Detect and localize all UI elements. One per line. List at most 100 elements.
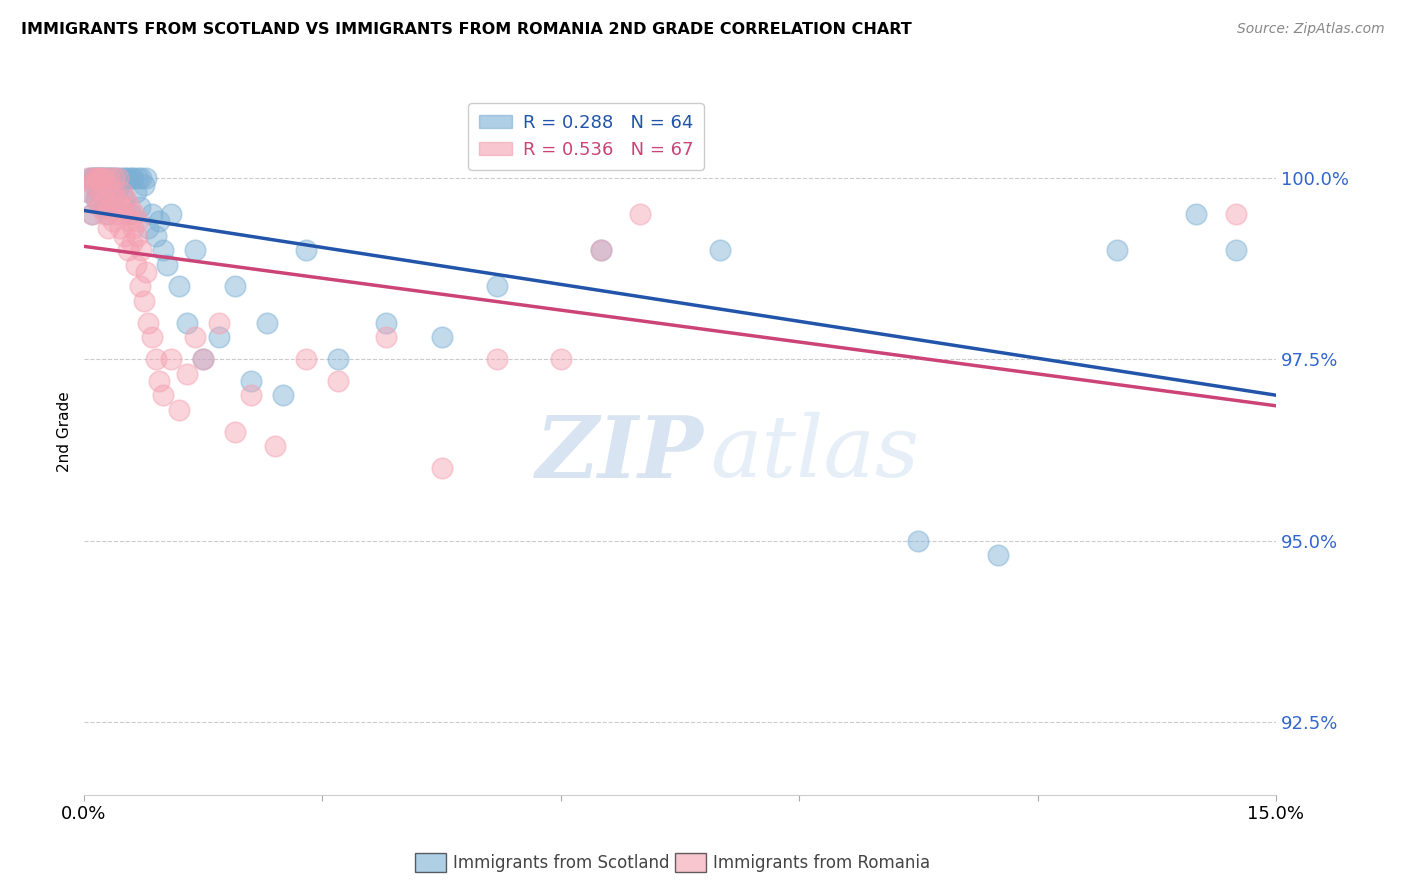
Point [184,330,207,344]
Point [176,316,198,330]
Point [124,185,146,199]
Text: ZIP: ZIP [536,412,704,495]
Point [86,192,108,206]
Point [83,178,105,192]
Point [152,388,174,402]
Point [83,170,105,185]
Point [115,192,138,206]
Point [120,200,142,214]
Point [93,170,115,185]
Point [108,221,131,235]
Point [91,170,114,185]
Text: IMMIGRANTS FROM SCOTLAND VS IMMIGRANTS FROM ROMANIA 2ND GRADE CORRELATION CHART: IMMIGRANTS FROM SCOTLAND VS IMMIGRANTS F… [21,22,912,37]
Point [132,178,155,192]
Point [101,170,124,185]
Point [101,185,124,199]
Point [111,185,134,199]
Point [97,170,120,185]
Point [121,235,143,250]
Point [98,170,121,185]
Point [103,214,125,228]
Point [93,170,115,185]
Point [108,178,131,192]
Point [169,403,191,417]
Point [176,367,198,381]
Point [1225,243,1247,257]
Point [589,243,612,257]
Point [122,207,145,221]
Point [907,533,929,548]
Legend: R = 0.288   N = 64, R = 0.536   N = 67: R = 0.288 N = 64, R = 0.536 N = 67 [468,103,704,169]
Point [328,374,350,388]
Point [127,228,149,243]
Point [987,549,1010,563]
Point [486,279,509,293]
Point [145,228,167,243]
Point [98,170,121,185]
Point [104,192,127,206]
Point [96,170,118,185]
Point [208,330,231,344]
Point [80,207,103,221]
Point [184,243,207,257]
Point [486,352,509,367]
Point [295,352,318,367]
Point [224,279,246,293]
Point [122,170,145,185]
Point [224,425,246,439]
Point [375,330,398,344]
Point [239,374,262,388]
Point [97,207,120,221]
Point [121,170,143,185]
Point [90,185,112,199]
Point [1105,243,1128,257]
Point [103,170,125,185]
Point [84,192,107,206]
Point [127,170,149,185]
Point [89,200,111,214]
Point [128,279,150,293]
Point [156,258,179,272]
Point [77,170,100,185]
Point [79,185,101,199]
Point [87,170,110,185]
Point [152,243,174,257]
Point [295,243,318,257]
Point [107,170,129,185]
Point [90,170,112,185]
Point [141,330,163,344]
Point [94,207,117,221]
Point [118,214,141,228]
Text: Immigrants from Scotland: Immigrants from Scotland [453,854,669,871]
Point [132,293,155,308]
Point [160,352,183,367]
Point [110,200,132,214]
Point [80,170,103,185]
Point [136,221,159,235]
Point [117,170,139,185]
Point [141,207,163,221]
Point [87,170,110,185]
Point [271,388,294,402]
Point [124,258,146,272]
Point [89,170,111,185]
Point [80,207,103,221]
Point [112,228,135,243]
Point [148,374,170,388]
Point [97,221,120,235]
Point [375,316,398,330]
Point [122,221,145,235]
Point [105,207,128,221]
Point [148,214,170,228]
Point [83,170,105,185]
Point [128,200,150,214]
Text: atlas: atlas [710,412,920,495]
Point [589,243,612,257]
Point [169,279,191,293]
Point [193,352,215,367]
Point [96,192,118,206]
Point [160,207,183,221]
Point [709,243,731,257]
Point [328,352,350,367]
Point [1185,207,1208,221]
